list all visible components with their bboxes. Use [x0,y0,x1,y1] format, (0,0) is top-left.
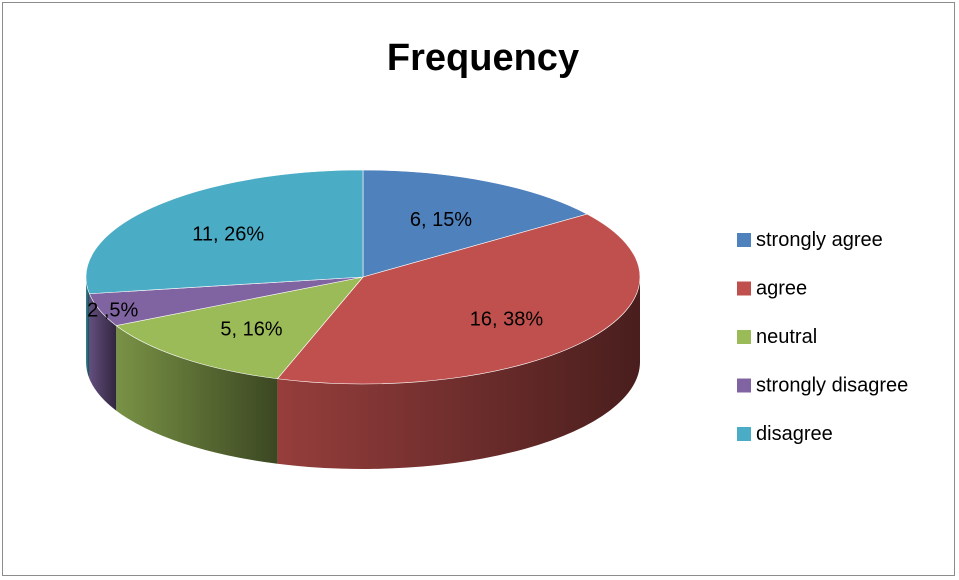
slice-side-agree [277,277,640,469]
legend-swatch [737,378,751,393]
legend-label: agree [756,278,807,300]
data-label-disagree: 11, 26% [192,224,264,246]
legend-swatch [737,281,751,296]
data-label-strongly-disagree: 2 ,5% [87,299,138,321]
slice-side-neutral [116,325,278,464]
data-label-strongly-agree: 6, 15% [410,209,472,231]
legend-swatch [737,427,751,441]
legend-label: neutral [756,326,817,348]
legend-swatch [737,233,751,247]
legend-label: strongly disagree [756,375,908,397]
pie-sides [86,277,640,469]
slice-strongly-agree [362,169,588,278]
legend: strongly agree agree neutral strongly disag… [737,229,908,445]
legend-item-disagree: disagree [737,423,833,445]
legend-swatch [737,330,751,344]
legend-label: strongly agree [756,229,883,251]
slice-side-disagree [86,277,90,379]
legend-item-agree: agree [737,278,807,300]
legend-item-neutral: neutral [737,326,817,348]
legend-label: disagree [756,423,833,445]
slice-neutral [115,276,364,380]
slice-agree [276,213,641,385]
chart-title: Frequency [387,37,579,79]
legend-item-strongly-disagree: strongly disagree [737,375,908,397]
pie-data-labels: 6, 15% 16, 38% 5, 16% 2 ,5% 11, 26% [87,209,543,341]
data-label-neutral: 5, 16% [220,318,282,340]
legend-item-strongly-agree: strongly agree [737,229,883,251]
data-label-agree: 16, 38% [470,308,544,330]
pie-slices [85,169,641,385]
slice-side-strongly-disagree [89,293,117,411]
slice-disagree [85,169,364,295]
